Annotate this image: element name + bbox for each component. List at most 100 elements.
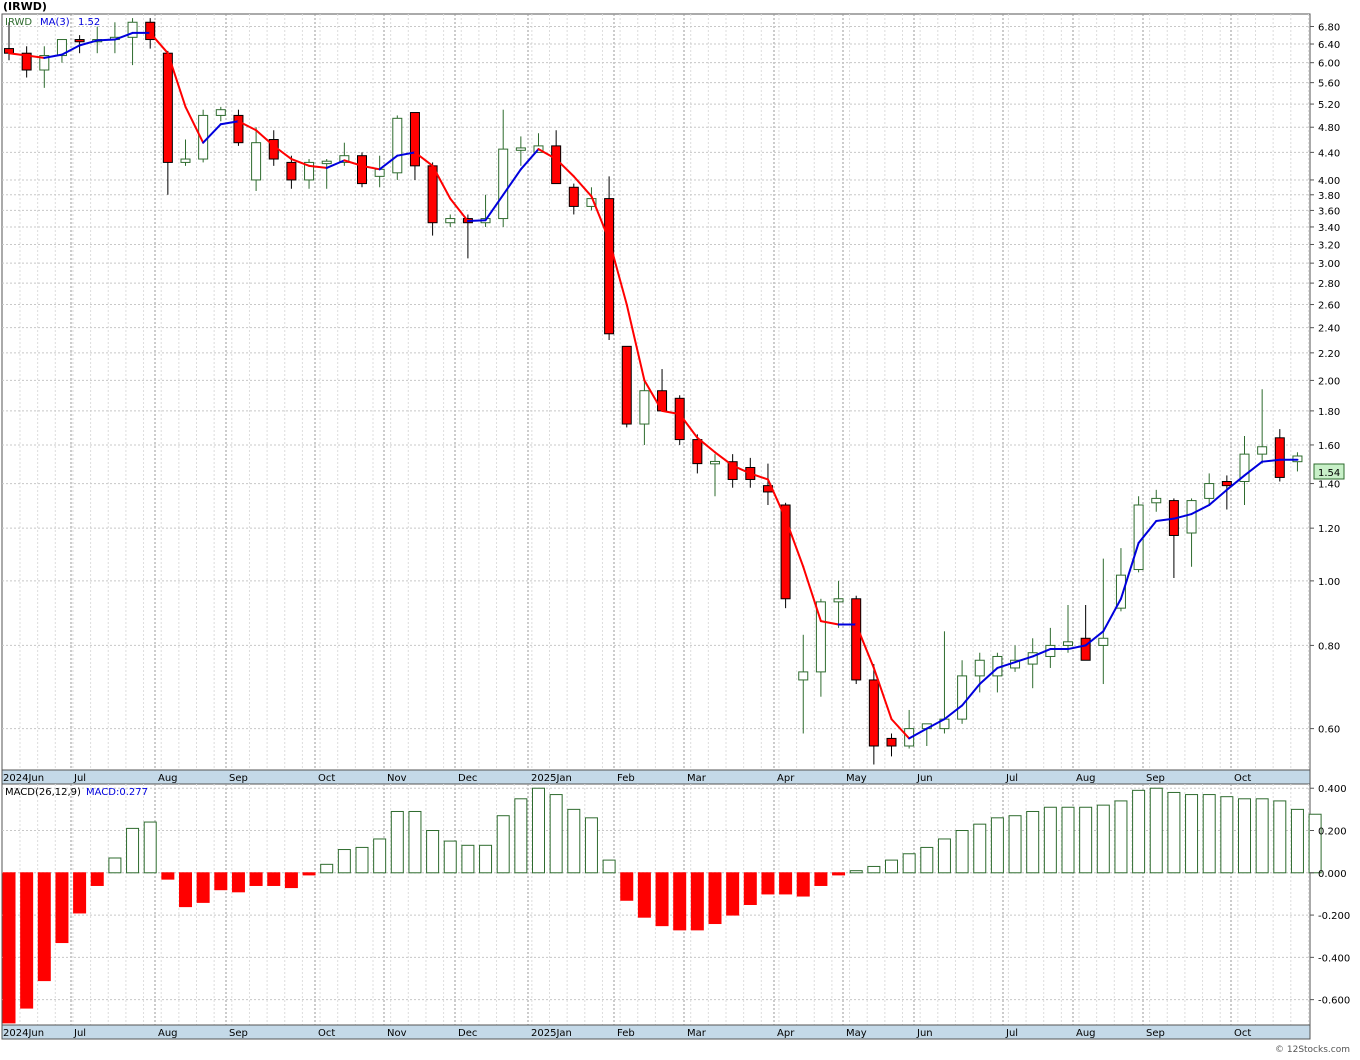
- x-tick-label: Nov: [387, 773, 407, 784]
- candle: [1151, 489, 1162, 512]
- candle: [127, 18, 138, 66]
- price-grid: [2, 14, 1310, 770]
- candle: [321, 159, 332, 189]
- candle-body: [215, 109, 226, 116]
- candle: [1186, 498, 1197, 567]
- y-tick-label: 3.00: [1318, 259, 1340, 270]
- ma-segment: [25, 54, 46, 59]
- y-tick-label: -0.400: [1318, 953, 1350, 964]
- macd-bar: [337, 849, 351, 874]
- chart-title: (IRWD): [3, 0, 47, 13]
- macd-bar: [408, 810, 422, 874]
- x-tick-label: Jun: [916, 1028, 933, 1039]
- candle: [833, 580, 844, 628]
- y-tick-label: 2.80: [1318, 279, 1340, 290]
- macd-bar: [1026, 810, 1040, 874]
- ma-segment: [961, 683, 981, 707]
- macd-bar: [761, 872, 775, 895]
- candle-body: [427, 165, 438, 224]
- macd-bar: [1308, 813, 1322, 874]
- candle-body: [74, 39, 85, 43]
- candle: [392, 115, 403, 180]
- macd-bar: [249, 872, 263, 886]
- y-tick-label: 1.40: [1318, 480, 1340, 491]
- macd-bar: [514, 798, 528, 874]
- candle-body: [286, 161, 297, 181]
- x-tick-label: 2025Jan: [531, 773, 572, 784]
- candle: [74, 35, 85, 54]
- ma-segment: [555, 158, 575, 178]
- ma-segment: [908, 727, 928, 740]
- x-tick-label: Jul: [73, 1028, 86, 1039]
- candle-body: [1063, 641, 1073, 646]
- x-tick-label: Aug: [1076, 1028, 1096, 1039]
- ma-segment: [290, 158, 311, 167]
- candle-body: [39, 55, 50, 71]
- candle-body: [604, 198, 615, 335]
- ma-segment: [1031, 648, 1052, 658]
- macd-bar: [90, 872, 104, 886]
- ma-segment: [855, 623, 875, 669]
- candle: [815, 598, 826, 697]
- candle-body: [657, 390, 668, 412]
- ma-segment: [343, 159, 363, 167]
- macd-bar: [920, 846, 934, 874]
- x-tick-label: May: [846, 1028, 867, 1039]
- macd-bar: [832, 872, 846, 876]
- candle-body: [251, 142, 262, 181]
- candle-body: [145, 21, 156, 41]
- candle-body: [357, 155, 367, 185]
- candle: [727, 454, 738, 488]
- y-tick-label: 0.000: [1318, 869, 1347, 880]
- candle-body: [321, 160, 332, 165]
- ma-segment: [1137, 520, 1158, 544]
- candle-body: [815, 601, 826, 673]
- ma-segment: [1084, 630, 1105, 647]
- ma-segment: [696, 436, 716, 454]
- ma-segment: [749, 472, 769, 481]
- macd-bar: [55, 872, 69, 944]
- macd-bar: [73, 872, 87, 914]
- candle: [180, 139, 191, 166]
- ma-segment: [96, 38, 116, 42]
- macd-bar: [390, 810, 404, 874]
- candle: [798, 634, 809, 734]
- macd-date-band: [1, 1024, 1311, 1040]
- x-tick-label: Apr: [777, 773, 795, 784]
- candle: [1274, 429, 1285, 482]
- ma-segment: [361, 164, 381, 171]
- last-price-value: 1.54: [1318, 468, 1340, 479]
- ma-segment: [113, 31, 134, 41]
- price-panel: 6.80 6.40 6.00 5.60 5.20 4.80 4.40 4.00 3.80 3.60…: [1, 0, 1345, 771]
- macd-bar: [126, 827, 140, 874]
- macd-bar: [302, 872, 316, 876]
- ma-segment: [608, 238, 628, 306]
- macd-bar: [796, 872, 810, 897]
- candle: [304, 159, 315, 189]
- candle-body: [233, 114, 244, 144]
- candle: [568, 183, 579, 215]
- y-tick-label: 6.80: [1318, 22, 1340, 33]
- ma-segment: [1119, 541, 1140, 600]
- ma-segment: [1155, 517, 1175, 523]
- ma-segment: [378, 154, 399, 171]
- macd-bar: [161, 872, 175, 880]
- macd-bar: [1185, 794, 1199, 874]
- x-tick-label: Oct: [318, 1028, 335, 1039]
- macd-date-labels: 2024Jun Jul Aug Sep Oct Nov Dec 2025Jan Feb Mar Ap…: [3, 1028, 1251, 1039]
- ma-segment: [308, 164, 328, 169]
- x-tick-label: Dec: [458, 773, 477, 784]
- candle-body: [127, 21, 138, 38]
- macd-bar: [231, 872, 245, 893]
- macd-bar: [1132, 789, 1146, 874]
- ma-segment: [1225, 474, 1246, 491]
- macd-title: MACD(26,12,9): [5, 787, 81, 798]
- candle: [639, 380, 650, 445]
- macd-bar: [849, 870, 863, 874]
- candle: [974, 652, 985, 693]
- candle: [21, 46, 32, 78]
- candle-body: [886, 737, 897, 747]
- macd-bar: [814, 872, 828, 886]
- macd-bar: [426, 830, 440, 874]
